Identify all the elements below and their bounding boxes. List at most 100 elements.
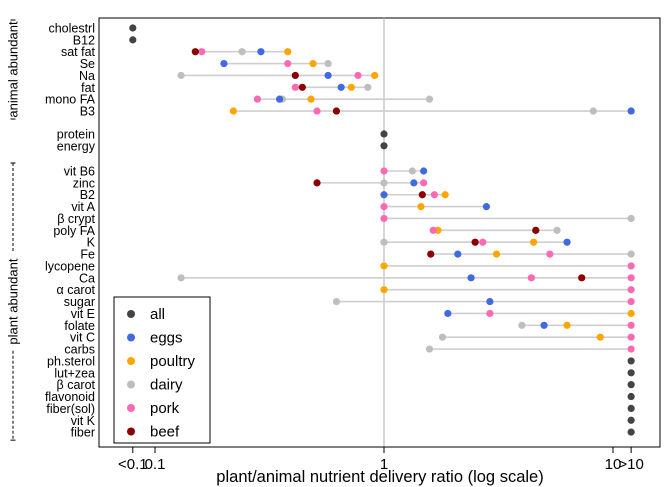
nutrient-label-b2: B2: [80, 188, 95, 202]
nutrient-label-carot: α carot: [57, 283, 96, 297]
nutrient-label-lycopene: lycopene: [45, 259, 95, 273]
point-zinc-pork: [420, 179, 428, 187]
nutrient-label-fiber-sol: fiber(sol): [46, 402, 95, 416]
point-b2-beef: [418, 191, 426, 199]
point-vit-c-dairy: [438, 333, 447, 341]
point-fe-beef: [427, 250, 435, 258]
point-vit-b6-dairy: [408, 167, 416, 175]
point-k-eggs: [563, 238, 571, 246]
x-tick-label-10: 10: [605, 456, 622, 473]
nutrient-label-fiber: fiber: [71, 426, 95, 440]
nutrient-label-fat: fat: [81, 81, 95, 95]
group-labels: animal abundant plant abundant: [6, 19, 21, 441]
point-lycopene-pork: [627, 262, 635, 270]
point-ca-dairy: [177, 274, 185, 282]
point-fat-beef: [298, 83, 306, 91]
point-crypt-pork: [380, 214, 388, 223]
nutrient-label-carot: β carot: [57, 378, 96, 392]
point-flavonoid-all: [627, 392, 635, 401]
point-folate-poultry: [563, 321, 571, 329]
point-vit-a-eggs: [482, 203, 490, 211]
nutrient-label-vit-b6: vit B6: [64, 165, 95, 179]
point-vit-e-poultry: [627, 309, 635, 318]
point-sat-fat-poultry: [284, 48, 292, 56]
point-zinc-dairy: [380, 179, 388, 187]
point-fe-poultry: [492, 250, 501, 258]
point-se-eggs: [220, 59, 228, 68]
nutrient-label-ph-sterol: ph.sterol: [47, 354, 95, 368]
point-sat-fat-eggs: [257, 48, 265, 56]
point-folate-eggs: [540, 321, 548, 329]
point-fiber-sol-all: [627, 404, 635, 412]
point-na-pork: [354, 71, 362, 80]
legend-marker-dairy: [127, 380, 135, 389]
point-b2-eggs: [380, 191, 388, 199]
point-ca-pork-2: [627, 274, 635, 282]
legend-box: [113, 296, 211, 444]
x-axis-title: plant/animal nutrient delivery ratio (lo…: [216, 468, 543, 486]
point-fat-pork: [291, 83, 299, 91]
x-axis: <0.10.1 1 10>10 plant/animal nutrient deli…: [99, 446, 660, 486]
point-na-poultry: [371, 71, 379, 80]
point-carot-poultry: [380, 286, 388, 294]
nutrient-label-energy: energy: [57, 139, 96, 153]
nutrient-label-b12: B12: [73, 33, 95, 47]
x-tick-label-0-1: 0.1: [145, 456, 166, 473]
nutrient-label-cholestrl: cholestrl: [48, 22, 95, 36]
point-fat-dairy: [364, 83, 372, 91]
legend-label-all: all: [150, 306, 165, 323]
point-b12-all: [129, 36, 137, 44]
point-vit-b6-pork: [380, 167, 388, 175]
point-poly-fa-pork: [429, 226, 437, 234]
nutrient-label-na: Na: [79, 69, 95, 83]
point-carot-pork: [627, 286, 635, 294]
point-lycopene-poultry: [380, 262, 388, 270]
legend-label-eggs: eggs: [150, 330, 183, 347]
point-k-pork: [479, 238, 487, 246]
point-b2-pork: [430, 191, 439, 199]
point-sat-fat-pork: [198, 48, 206, 56]
point-vit-b6-eggs: [420, 167, 428, 175]
nutrient-label-protein: protein: [57, 128, 95, 142]
nutrient-label-zinc: zinc: [73, 176, 95, 190]
point-fat-poultry: [347, 83, 355, 91]
point-k-beef: [471, 238, 479, 246]
point-vit-a-pork: [380, 203, 388, 211]
point-zinc-beef: [313, 179, 321, 187]
legend-label-dairy: dairy: [150, 377, 183, 394]
point-sugar-dairy: [332, 297, 341, 306]
point-poly-fa-beef: [532, 226, 540, 234]
point-na-beef: [291, 71, 299, 80]
nutrient-label-vit-k: vit K: [71, 414, 96, 428]
point-fiber-all: [627, 428, 635, 436]
point-se-poultry: [309, 59, 317, 68]
point-energy-all: [380, 142, 388, 150]
point-mono-fa-poultry: [307, 95, 315, 103]
x-ticks: <0.10.1 1 10>10: [118, 447, 644, 473]
point-fe-dairy: [627, 250, 635, 258]
plot-area: [98, 17, 661, 448]
point-lut-zea-all: [627, 369, 635, 377]
legend-marker-beef: [127, 427, 135, 436]
point-protein-all: [380, 130, 388, 138]
point-se-dairy: [324, 59, 332, 68]
x-tick-label-10: >10: [618, 456, 643, 473]
point-ca-beef: [578, 274, 586, 282]
point-carbs-dairy: [425, 345, 434, 353]
point-ca-eggs: [467, 274, 475, 282]
nutrient-label-poly-fa: poly FA: [53, 224, 95, 238]
point-sugar-eggs: [486, 297, 494, 306]
point-folate-dairy: [518, 321, 526, 329]
range-lines: [181, 50, 632, 350]
point-fe-eggs: [454, 250, 462, 258]
point-b3-eggs: [627, 107, 635, 115]
point-vit-a-poultry: [417, 203, 425, 211]
nutrient-label-vit-e: vit E: [71, 307, 95, 321]
point-sugar-pork: [627, 297, 635, 306]
data-points: [129, 24, 635, 436]
point-ph-sterol-all: [627, 357, 635, 365]
point-vit-e-pork: [486, 309, 494, 318]
nutrient-label-carbs: carbs: [64, 343, 95, 357]
